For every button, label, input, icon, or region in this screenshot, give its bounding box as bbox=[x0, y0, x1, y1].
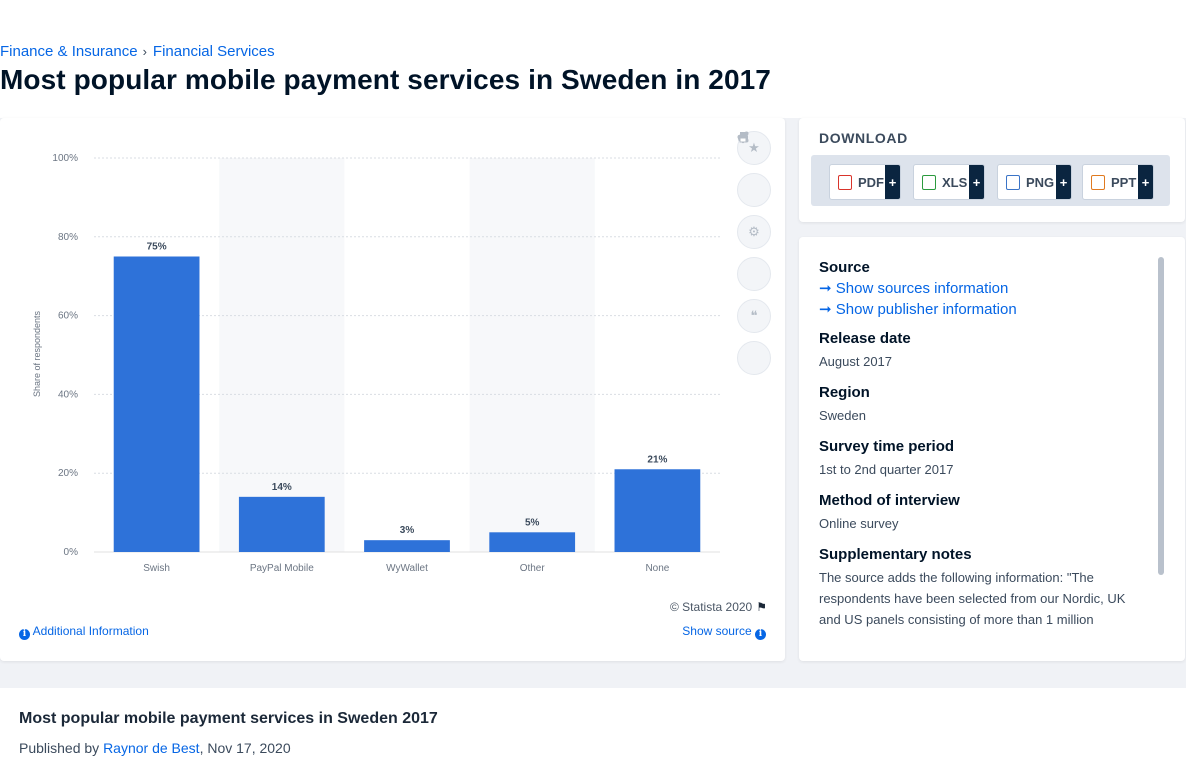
arrow-right-icon: ➞ bbox=[819, 280, 832, 297]
region-value: Sweden bbox=[819, 408, 866, 423]
xls-file-icon bbox=[922, 174, 936, 190]
ppt-file-icon bbox=[1091, 174, 1105, 190]
page-title: Most popular mobile payment services in … bbox=[0, 64, 771, 95]
share-icon[interactable] bbox=[737, 131, 771, 291]
bar bbox=[238, 496, 325, 552]
survey-period-heading: Survey time period bbox=[819, 438, 955, 455]
info-icon: i bbox=[755, 629, 766, 640]
show-sources-link[interactable]: ➞ Show sources information bbox=[819, 279, 1149, 297]
bar bbox=[489, 532, 576, 552]
column-band bbox=[469, 158, 595, 552]
footer-title: Most popular mobile payment services in … bbox=[19, 710, 438, 727]
download-xls-label: XLS bbox=[942, 174, 968, 190]
region-heading: Region bbox=[819, 384, 870, 401]
download-title: DOWNLOAD bbox=[819, 130, 908, 146]
x-tick-label: WyWallet bbox=[386, 563, 428, 574]
show-publisher-link[interactable]: ➞ Show publisher information bbox=[819, 300, 1149, 318]
y-axis-label: Share of respondents bbox=[32, 310, 42, 397]
show-source-link[interactable]: Show source i bbox=[682, 624, 766, 640]
y-tick-label: 20% bbox=[58, 468, 78, 479]
y-tick-label: 40% bbox=[58, 389, 78, 400]
show-source-label: Show source bbox=[682, 624, 752, 638]
additional-info-link[interactable]: i Additional Information bbox=[19, 624, 149, 640]
download-pdf-label: PDF bbox=[858, 174, 884, 190]
release-date-value: August 2017 bbox=[819, 354, 893, 369]
data-label: 5% bbox=[525, 517, 540, 528]
scrollbar-thumb[interactable] bbox=[1158, 257, 1164, 575]
chart-toolbar: ★ ⚙ ❝ bbox=[737, 131, 773, 383]
notification-bell-icon[interactable] bbox=[737, 132, 771, 207]
release-date-section: Release date August 2017 bbox=[819, 330, 1149, 372]
method-heading: Method of interview bbox=[819, 492, 960, 509]
png-file-icon bbox=[1006, 174, 1020, 190]
copyright-text: © Statista 2020 bbox=[670, 600, 753, 614]
download-ppt-button[interactable]: PPT + bbox=[1082, 164, 1154, 200]
publish-date: , Nov 17, 2020 bbox=[199, 740, 291, 756]
source-panel: Source ➞ Show sources information ➞ Show… bbox=[799, 237, 1185, 661]
release-date-heading: Release date bbox=[819, 330, 911, 347]
published-by-label: Published by bbox=[19, 740, 100, 756]
method-value: Online survey bbox=[819, 516, 899, 531]
settings-gear-icon[interactable]: ⚙ bbox=[737, 215, 771, 249]
region-section: Region Sweden bbox=[819, 384, 1149, 426]
copyright-notice: © Statista 2020 ⚑ bbox=[670, 600, 767, 614]
x-tick-label: Swish bbox=[143, 563, 170, 574]
y-tick-label: 60% bbox=[58, 311, 78, 322]
download-png-label: PNG bbox=[1026, 174, 1055, 190]
breadcrumb-item-finance[interactable]: Finance & Insurance bbox=[0, 43, 138, 60]
breadcrumb: Finance & Insurance › Financial Services bbox=[0, 43, 275, 60]
footer: Most popular mobile payment services in … bbox=[0, 688, 1186, 760]
breadcrumb-item-financial-services[interactable]: Financial Services bbox=[152, 43, 275, 60]
arrow-right-icon: ➞ bbox=[819, 301, 832, 318]
notes-section: Supplementary notes The source adds the … bbox=[819, 546, 1149, 630]
additional-info-label: Additional Information bbox=[32, 624, 149, 638]
show-sources-label: Show sources information bbox=[835, 280, 1009, 297]
bar bbox=[614, 469, 701, 552]
header-band: Finance & Insurance › Financial Services M… bbox=[0, 0, 1186, 118]
download-panel: DOWNLOAD PDF + XLS + PNG + PPT + bbox=[799, 118, 1185, 222]
data-label: 14% bbox=[272, 482, 292, 493]
xls-plus-icon[interactable]: + bbox=[969, 165, 984, 199]
data-label: 3% bbox=[400, 525, 415, 536]
report-flag-icon[interactable]: ⚑ bbox=[756, 600, 767, 614]
png-plus-icon[interactable]: + bbox=[1056, 165, 1071, 199]
quote-icon[interactable]: ❝ bbox=[737, 299, 771, 333]
source-section: Source ➞ Show sources information ➞ Show… bbox=[819, 259, 1149, 318]
bar bbox=[364, 540, 450, 552]
pdf-plus-icon[interactable]: + bbox=[885, 165, 900, 199]
y-tick-label: 0% bbox=[64, 547, 79, 558]
survey-period-section: Survey time period 1st to 2nd quarter 20… bbox=[819, 438, 1149, 480]
breadcrumb-separator: › bbox=[142, 44, 147, 59]
survey-period-value: 1st to 2nd quarter 2017 bbox=[819, 462, 954, 477]
chart-card: 0% 20% 40% 60% 80% 100% Share of respondents 75… bbox=[0, 118, 785, 661]
published-by: Published by Raynor de Best, Nov 17, 202… bbox=[19, 740, 291, 756]
source-heading: Source bbox=[819, 259, 870, 276]
y-tick-label: 100% bbox=[52, 153, 78, 164]
ppt-plus-icon[interactable]: + bbox=[1138, 165, 1153, 199]
download-pdf-button[interactable]: PDF + bbox=[829, 164, 901, 200]
download-buttons: PDF + XLS + PNG + PPT + bbox=[811, 155, 1170, 206]
pdf-file-icon bbox=[838, 174, 852, 190]
y-tick-label: 80% bbox=[58, 232, 78, 243]
source-scroll-area[interactable]: Source ➞ Show sources information ➞ Show… bbox=[819, 259, 1149, 639]
bar-chart: 0% 20% 40% 60% 80% 100% Share of respondents 75… bbox=[32, 153, 720, 574]
download-png-button[interactable]: PNG + bbox=[997, 164, 1072, 200]
show-publisher-label: Show publisher information bbox=[835, 301, 1017, 318]
info-icon: i bbox=[19, 629, 30, 640]
method-section: Method of interview Online survey bbox=[819, 492, 1149, 534]
data-label: 21% bbox=[647, 454, 667, 465]
x-tick-label: Other bbox=[520, 563, 546, 574]
data-label: 75% bbox=[147, 242, 167, 253]
notes-heading: Supplementary notes bbox=[819, 546, 972, 563]
download-ppt-label: PPT bbox=[1111, 174, 1137, 190]
notes-value: The source adds the following informatio… bbox=[819, 570, 1126, 627]
column-band bbox=[219, 158, 345, 552]
author-link[interactable]: Raynor de Best bbox=[103, 740, 200, 756]
x-tick-label: None bbox=[645, 563, 669, 574]
print-icon[interactable] bbox=[737, 132, 771, 375]
download-xls-button[interactable]: XLS + bbox=[913, 164, 985, 200]
bar bbox=[113, 256, 200, 552]
x-tick-label: PayPal Mobile bbox=[250, 563, 314, 574]
